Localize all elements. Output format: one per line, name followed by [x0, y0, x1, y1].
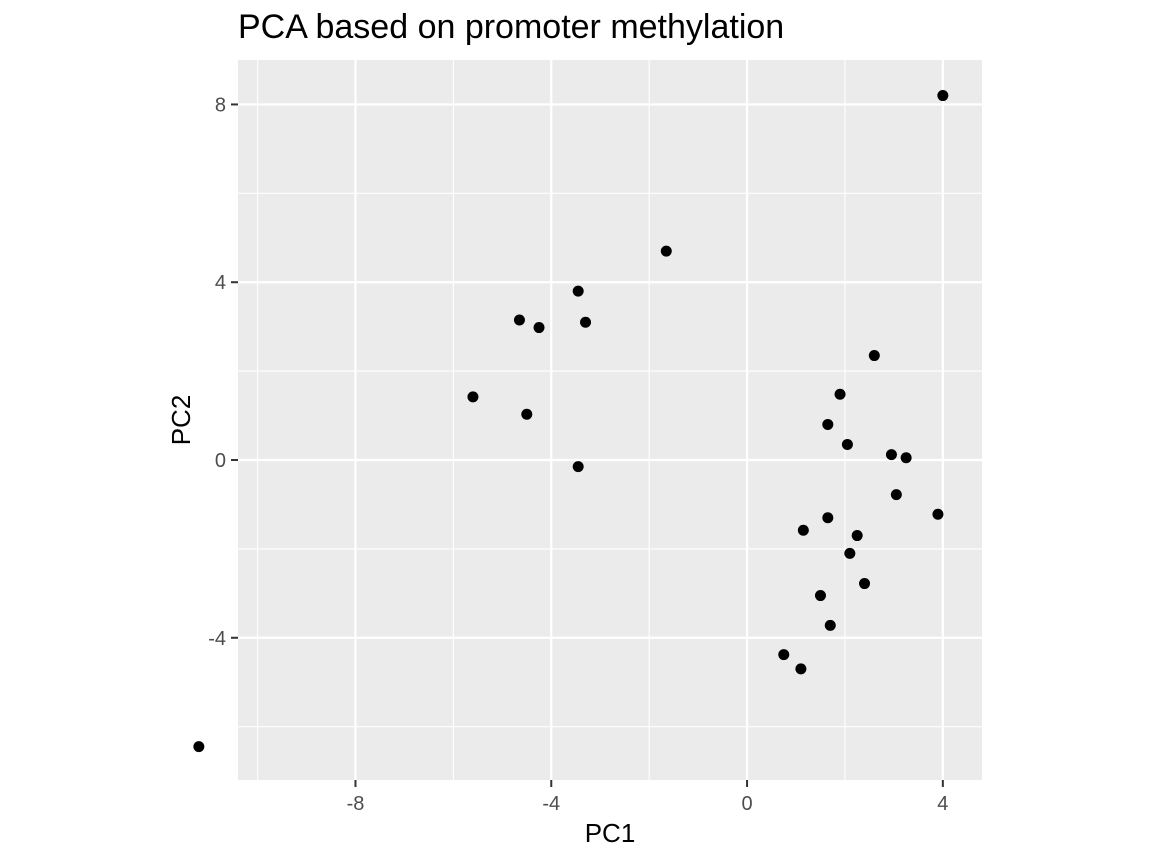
x-axis-title: PC1: [585, 818, 636, 848]
data-point: [844, 547, 856, 559]
data-point: [467, 391, 479, 403]
data-point: [868, 350, 880, 362]
data-point: [851, 530, 863, 542]
data-point: [890, 489, 902, 501]
data-point: [900, 452, 912, 464]
data-point: [841, 438, 853, 450]
data-point: [795, 663, 807, 675]
plot-panel: [238, 60, 982, 780]
x-tick-label: 0: [741, 793, 752, 815]
data-point: [885, 449, 897, 461]
data-point: [824, 619, 836, 631]
grid-major-lines: [238, 60, 982, 780]
chart-title: PCA based on promoter methylation: [238, 8, 784, 46]
data-point: [834, 388, 846, 400]
grid-minor-lines: [238, 60, 982, 780]
x-axis: -8 -4 0 4: [347, 780, 948, 815]
data-point: [822, 418, 834, 430]
data-point: [513, 314, 525, 326]
y-tick-label: -4: [208, 628, 226, 650]
data-point: [797, 524, 809, 536]
x-tick-label: -4: [542, 793, 560, 815]
data-point: [660, 245, 672, 257]
data-point: [572, 461, 584, 473]
data-point: [822, 512, 834, 524]
y-axis: -4 0 4 8: [208, 94, 238, 650]
y-tick-label: 0: [215, 450, 226, 472]
data-point: [580, 316, 592, 328]
data-point: [859, 578, 871, 590]
data-point: [521, 408, 533, 420]
y-axis-title: PC2: [166, 395, 196, 446]
x-tick-label: 4: [937, 793, 948, 815]
x-tick-label: -8: [347, 793, 365, 815]
data-point: [814, 590, 826, 602]
y-tick-label: 4: [215, 272, 226, 294]
data-point: [533, 322, 545, 334]
data-point: [932, 508, 944, 520]
data-point: [572, 285, 584, 297]
data-point: [778, 649, 790, 661]
data-point: [937, 90, 949, 102]
data-points: [193, 90, 949, 753]
y-tick-label: 8: [215, 94, 226, 116]
data-point: [193, 741, 205, 753]
